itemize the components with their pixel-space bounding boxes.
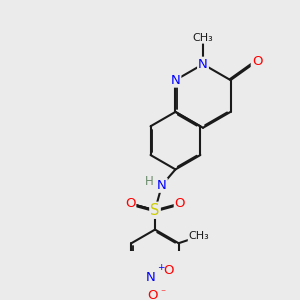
- Text: O: O: [148, 289, 158, 300]
- Text: CH₃: CH₃: [193, 33, 213, 43]
- Text: ⁻: ⁻: [160, 288, 166, 298]
- Text: N: N: [157, 179, 167, 192]
- Text: N: N: [146, 271, 156, 284]
- Text: N: N: [198, 58, 208, 71]
- Text: O: O: [164, 264, 174, 277]
- Text: S: S: [150, 203, 160, 218]
- Text: O: O: [125, 197, 135, 210]
- Text: O: O: [175, 197, 185, 210]
- Text: O: O: [252, 55, 262, 68]
- Text: H: H: [145, 176, 154, 188]
- Text: N: N: [171, 74, 180, 87]
- Text: CH₃: CH₃: [189, 231, 209, 242]
- Text: +: +: [157, 262, 165, 272]
